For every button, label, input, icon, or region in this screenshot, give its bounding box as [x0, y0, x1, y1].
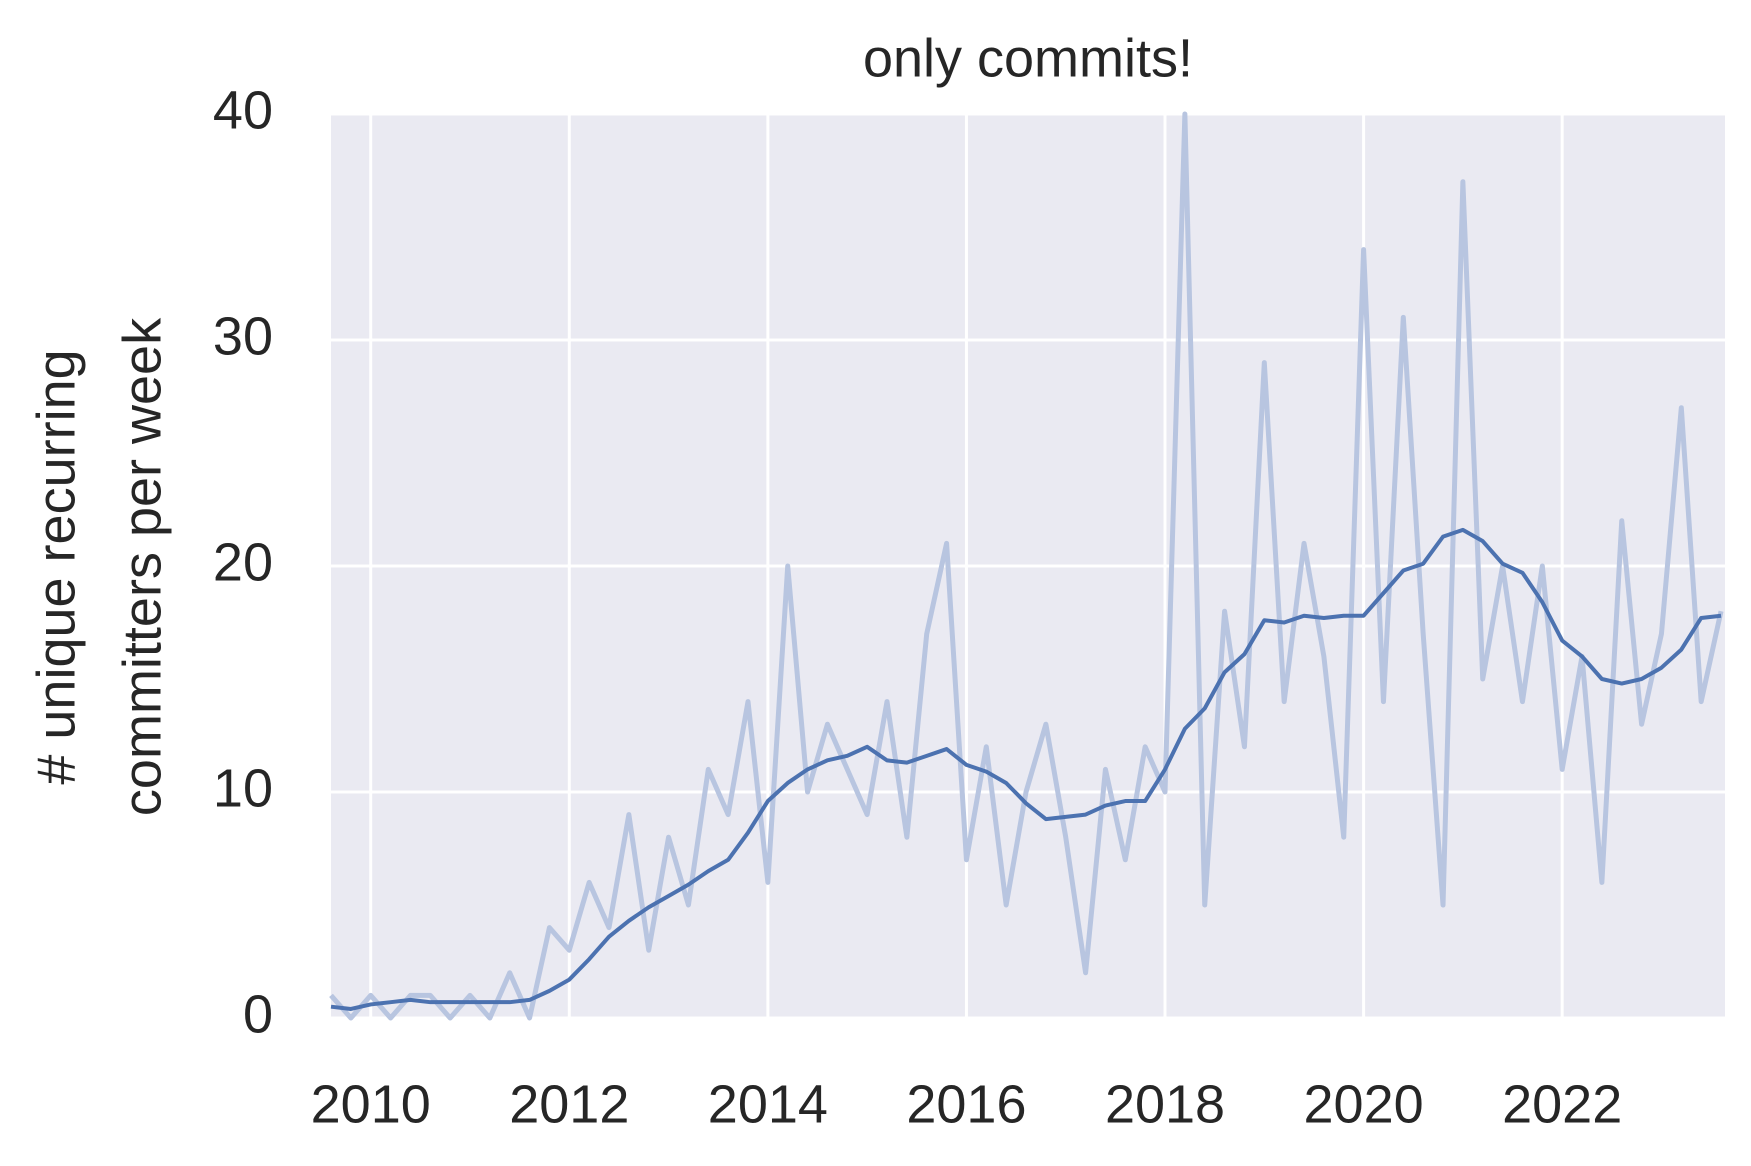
x-tick-label: 2018	[1105, 1074, 1225, 1134]
x-tick-label: 2022	[1502, 1074, 1622, 1134]
y-tick-label: 10	[213, 758, 273, 818]
x-tick-label: 2020	[1304, 1074, 1424, 1134]
y-tick-label: 30	[213, 306, 273, 366]
line	[330, 527, 1722, 1011]
x-tick-label: 2014	[708, 1074, 828, 1134]
y-axis-label: # unique recurring	[26, 349, 86, 784]
y-tick-label: 20	[213, 532, 273, 592]
line	[329, 111, 1724, 1021]
y-tick-label: 0	[243, 984, 273, 1044]
y-tick-label: 40	[213, 80, 273, 140]
chart-title: only commits!	[863, 28, 1193, 88]
x-tick-label: 2016	[906, 1074, 1026, 1134]
x-tick-label: 2012	[509, 1074, 629, 1134]
x-tick-label: 2010	[311, 1074, 431, 1134]
y-axis-label: committers per week	[112, 317, 172, 816]
